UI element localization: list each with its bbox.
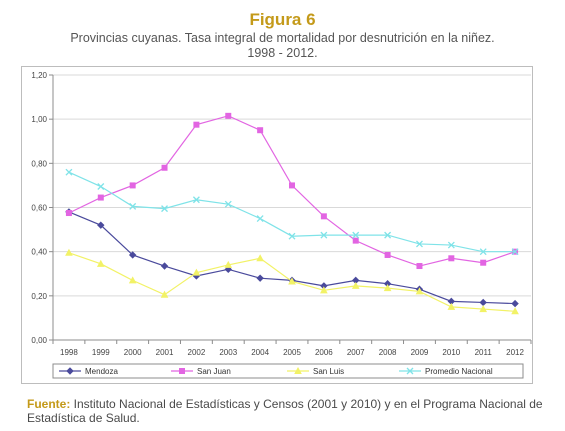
data-point-san-luis <box>415 287 424 295</box>
data-point-promedio-nacional <box>129 202 137 210</box>
data-point-promedio-nacional <box>256 215 264 223</box>
data-point-san-juan <box>384 251 391 258</box>
data-point-san-luis <box>320 286 328 294</box>
legend-label-promedio-nacional: Promedio Nacional <box>425 367 493 376</box>
data-point-promedio-nacional <box>288 232 296 240</box>
data-point-san-juan <box>225 112 232 119</box>
x-tick-label: 2000 <box>124 348 142 357</box>
x-tick-label: 2006 <box>315 348 333 357</box>
source-label: Fuente: <box>27 397 71 411</box>
data-point-san-luis <box>447 302 456 310</box>
data-point-promedio-nacional <box>352 231 360 239</box>
data-point-san-luis <box>96 259 105 267</box>
data-point-promedio-nacional <box>384 231 392 239</box>
legend-label-san-luis: San Luis <box>313 367 344 376</box>
data-point-mendoza <box>97 221 105 229</box>
data-point-san-luis <box>128 276 137 284</box>
data-point-promedio-nacional <box>224 200 232 208</box>
data-point-promedio-nacional <box>447 241 455 249</box>
data-point-promedio-nacional <box>161 205 168 213</box>
x-tick-label: 2009 <box>411 348 429 357</box>
x-tick-label: 2005 <box>283 348 301 357</box>
data-point-promedio-nacional <box>97 183 105 190</box>
x-tick-label: 2003 <box>219 348 237 357</box>
x-tick-label: 2010 <box>442 348 460 357</box>
data-point-san-juan <box>320 213 327 220</box>
x-tick-label: 2004 <box>251 348 269 357</box>
data-point-san-luis <box>383 284 392 292</box>
data-point-mendoza <box>256 274 264 282</box>
data-point-promedio-nacional <box>511 248 519 256</box>
data-point-san-juan <box>480 259 487 266</box>
y-tick-label: 0,20 <box>31 292 47 301</box>
data-point-san-juan <box>97 194 104 201</box>
y-tick-label: 0,80 <box>31 159 47 168</box>
legend-label-san-juan: San Juan <box>197 367 231 376</box>
x-tick-label: 2008 <box>379 348 397 357</box>
data-point-mendoza <box>511 299 519 308</box>
chart-title: Provincias cuyanas. Tasa integral de mor… <box>70 31 495 45</box>
data-point-san-luis <box>256 254 264 262</box>
x-tick-label: 2007 <box>347 348 365 357</box>
data-point-san-juan <box>129 182 136 189</box>
data-point-promedio-nacional <box>65 168 73 176</box>
data-point-promedio-nacional <box>416 240 423 248</box>
data-point-san-luis <box>288 277 296 285</box>
data-point-san-luis <box>160 290 169 298</box>
data-point-promedio-nacional <box>192 196 200 204</box>
data-point-san-juan <box>65 210 72 217</box>
x-tick-label: 1999 <box>92 348 110 357</box>
legend-marker-promedio-nacional <box>406 367 414 375</box>
y-tick-label: 0,00 <box>31 336 47 345</box>
data-point-promedio-nacional <box>320 231 328 239</box>
source-text: Instituto Nacional de Estadísticas y Cen… <box>27 397 543 425</box>
data-point-promedio-nacional <box>479 248 487 256</box>
legend-marker-mendoza <box>66 367 74 375</box>
data-point-san-luis <box>351 281 360 289</box>
data-point-san-juan <box>289 182 295 189</box>
data-point-san-luis <box>511 307 519 315</box>
data-point-mendoza <box>128 251 137 259</box>
data-point-san-juan <box>257 127 264 134</box>
x-tick-label: 2001 <box>156 348 174 357</box>
y-tick-label: 0,40 <box>31 248 47 257</box>
x-tick-label: 2002 <box>188 348 206 357</box>
legend-marker-san-luis <box>294 366 302 374</box>
y-tick-label: 1,20 <box>31 71 47 80</box>
legend-label-mendoza: Mendoza <box>85 367 118 376</box>
y-tick-label: 0,60 <box>31 204 47 213</box>
data-point-san-juan <box>193 121 200 128</box>
x-tick-label: 1998 <box>60 348 78 357</box>
data-point-san-juan <box>416 263 423 270</box>
x-tick-label: 2012 <box>506 348 524 357</box>
data-point-san-luis <box>479 305 488 313</box>
data-point-san-juan <box>448 255 455 262</box>
data-point-san-juan <box>161 164 168 171</box>
source-note: Fuente: Instituto Nacional de Estadístic… <box>27 397 547 425</box>
legend-marker-san-juan <box>179 368 185 374</box>
data-point-san-luis <box>224 260 233 268</box>
y-tick-label: 1,00 <box>31 115 47 124</box>
x-tick-label: 2011 <box>475 348 493 357</box>
data-point-mendoza <box>160 262 169 270</box>
figure-label: Figura 6 <box>249 10 316 29</box>
chart-subtitle-years: 1998 - 2012. <box>247 46 318 60</box>
data-point-san-luis <box>65 248 73 256</box>
data-point-san-luis <box>192 268 201 276</box>
data-point-san-juan <box>352 237 359 244</box>
